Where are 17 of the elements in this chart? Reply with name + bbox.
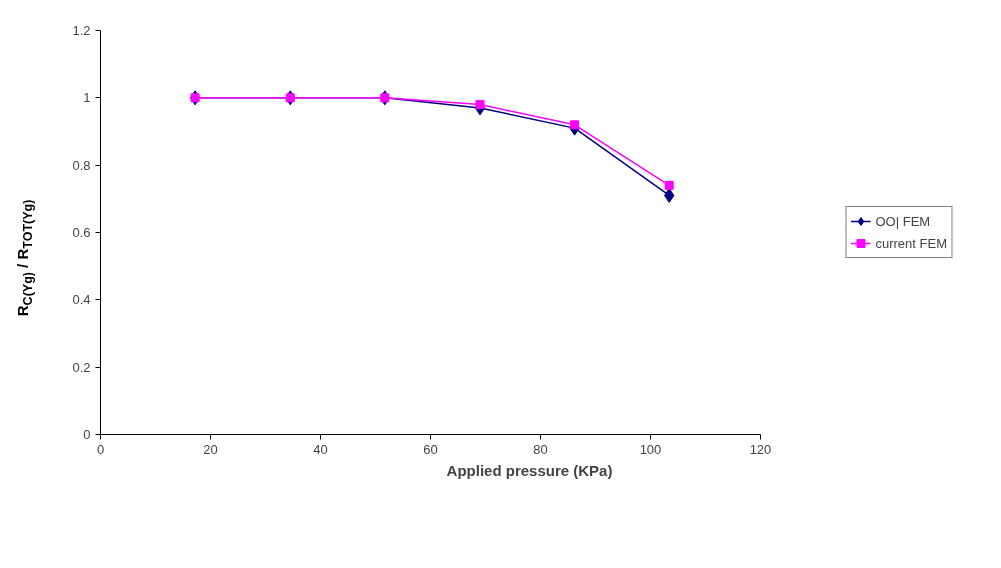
legend-label: current FEM [875, 235, 947, 251]
x-tick-label: 120 [749, 441, 772, 457]
legend-label: OO| FEM [875, 213, 931, 229]
y-tick-label: 0.6 [72, 225, 91, 240]
y-tick-label: 0.4 [72, 292, 91, 308]
y-tick-label: 0.8 [72, 157, 91, 173]
x-tick-label: 80 [533, 441, 548, 457]
y-tick-label: 1 [83, 90, 91, 106]
x-axis-title: Applied pressure (KPa) [446, 461, 613, 479]
y-tick-label: 0 [83, 427, 91, 442]
x-tick-label: 0 [96, 441, 105, 457]
y-tick-label: 1.2 [72, 23, 91, 38]
x-tick-label: 40 [313, 441, 328, 457]
x-tick-label: 60 [423, 441, 438, 457]
x-tick-label: 100 [639, 441, 662, 457]
y-tick-label: 0.2 [72, 359, 91, 375]
x-tick-label: 20 [203, 441, 218, 457]
